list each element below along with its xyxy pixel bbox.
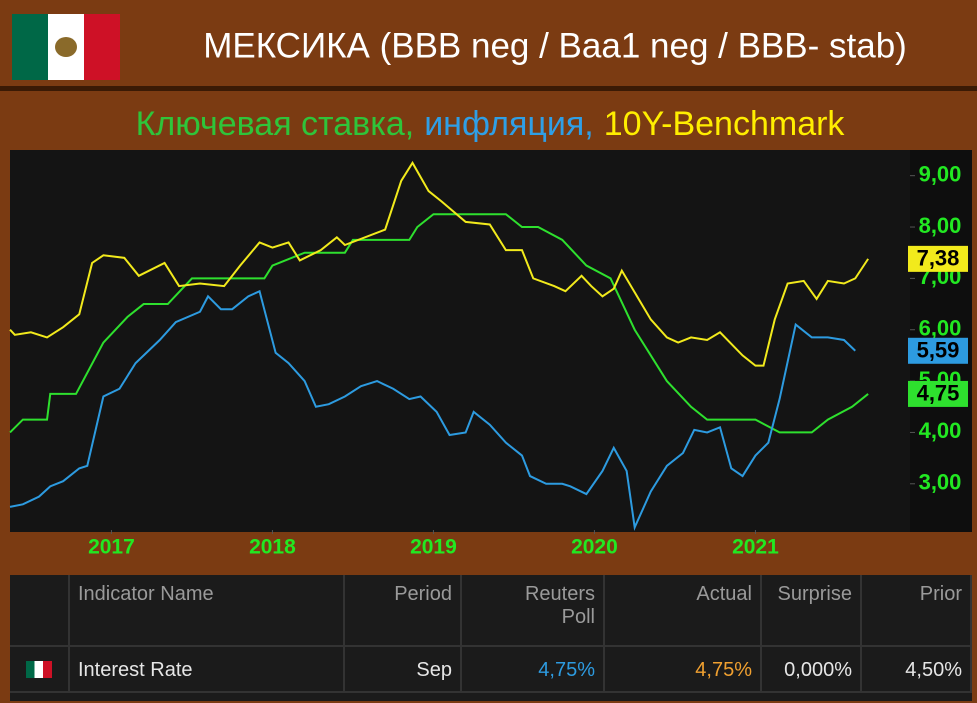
y-tick-label: 8,00: [919, 213, 962, 238]
plot-area: [10, 150, 910, 532]
table-cell: Indicator Name: [70, 575, 345, 647]
table-cell: 4,50%: [862, 647, 972, 693]
x-tick-label: 2020: [571, 536, 618, 559]
table-cell: Prior: [862, 575, 972, 647]
end-label-box: [908, 380, 968, 407]
table-cell: [10, 575, 70, 647]
y-tick-label: 6,00: [919, 316, 962, 341]
table: Indicator Name Period Reuters Poll Actual Su…: [10, 575, 972, 701]
y-tick-label: 9,00: [919, 161, 962, 186]
series-line: [9, 160, 869, 367]
subtitle-part: Ключевая ставка,: [136, 105, 415, 143]
x-tick-label: 2018: [249, 536, 296, 559]
series-line: [9, 289, 856, 531]
end-label: 4,75: [917, 381, 960, 406]
title: МЕКСИКА (BBB neg / Baa1 neg / BBB- stab): [203, 26, 907, 65]
table-cell: Sep: [345, 647, 462, 693]
chart: МЕКСИКА (BBB neg / Baa1 neg / BBB- stab)…: [0, 14, 977, 559]
x-tick-label: 2017: [88, 536, 135, 559]
x-tick-label: 2019: [410, 536, 457, 559]
subtitle: Ключевая ставка, инфляция, 10Y-Benchmark: [136, 105, 846, 143]
end-label: 5,59: [917, 338, 960, 363]
table-cell: 4,75%: [462, 647, 605, 693]
series-line: [9, 213, 869, 434]
subtitle-part: инфляция,: [424, 105, 594, 143]
table-cell: 0,000%: [762, 647, 862, 693]
table-cell: [10, 647, 70, 693]
table-cell: Interest Rate: [70, 647, 345, 693]
table-cell: Surprise: [762, 575, 862, 647]
end-label-box: [908, 337, 968, 364]
table-cell: Actual: [605, 575, 762, 647]
subtitle-part: 10Y-Benchmark: [604, 105, 846, 143]
table-cell: Reuters Poll: [462, 575, 605, 647]
flag-icon: [26, 661, 52, 678]
table-cell: 4,75%: [605, 647, 762, 693]
x-tick-label: 2021: [732, 536, 779, 559]
end-label-box: [908, 245, 968, 272]
y-tick-label: 4,00: [919, 418, 962, 443]
end-label: 7,38: [917, 246, 960, 271]
divider: [0, 86, 977, 91]
table-cell: Period: [345, 575, 462, 647]
y-tick-label: 3,00: [919, 470, 962, 495]
flag: [12, 14, 120, 80]
